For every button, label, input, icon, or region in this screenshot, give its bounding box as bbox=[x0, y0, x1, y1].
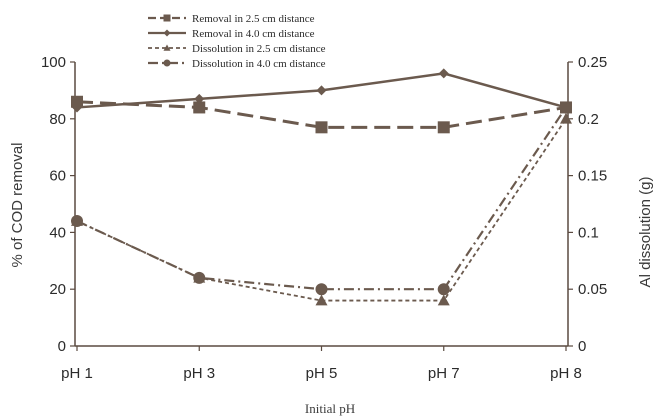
data-point bbox=[194, 93, 205, 104]
y-right-tick-label: 0.25 bbox=[578, 54, 607, 71]
x-tick-label: pH 5 bbox=[306, 365, 338, 382]
y-right-tick-label: 0.05 bbox=[578, 281, 607, 298]
series-line bbox=[76, 118, 567, 302]
legend-label: Dissolution in 4.0 cm distance bbox=[192, 58, 326, 70]
data-point bbox=[315, 283, 328, 296]
x-tick-label: pH 3 bbox=[183, 365, 215, 382]
y-axis-left-title: % of COD removal bbox=[9, 142, 26, 267]
legend-marker bbox=[163, 29, 171, 37]
series-line bbox=[76, 100, 567, 129]
legend-marker bbox=[163, 44, 171, 51]
x-tick-label: pH 1 bbox=[61, 365, 93, 382]
series-line bbox=[76, 106, 567, 291]
y-right-tick-label: 0.15 bbox=[578, 168, 607, 185]
legend-marker bbox=[163, 14, 171, 22]
legend-label: Dissolution in 2.5 cm distance bbox=[192, 43, 326, 55]
data-point bbox=[315, 121, 328, 134]
data-point bbox=[315, 294, 328, 306]
x-tick-label: pH 8 bbox=[550, 365, 582, 382]
y-left-tick-label: 80 bbox=[49, 111, 66, 128]
data-point bbox=[316, 85, 327, 96]
y-right-tick-label: 0.1 bbox=[578, 224, 599, 241]
data-point bbox=[71, 95, 83, 108]
x-axis-title: Initial pH bbox=[305, 401, 355, 416]
axis-titles: % of COD removal Al dissolution (g) Init… bbox=[9, 142, 654, 416]
data-point bbox=[72, 102, 82, 113]
data-point bbox=[560, 101, 572, 114]
data-point bbox=[437, 283, 450, 296]
legend: Removal in 2.5 cm distance Removal in 4.0… bbox=[148, 13, 326, 70]
data-point bbox=[437, 294, 450, 306]
data-point bbox=[437, 121, 450, 134]
series-2 bbox=[72, 68, 571, 113]
y-right-tick-label: 0.2 bbox=[578, 111, 599, 128]
data-point bbox=[560, 112, 572, 124]
axes: 0 20 40 60 80 100 0 0.05 0.1 0.15 0.2 0.25 pH 1 pH 3 p… bbox=[41, 54, 607, 382]
y-left-tick-label: 100 bbox=[41, 54, 66, 71]
y-right-tick-label: 0 bbox=[578, 338, 586, 355]
y-left-tick-label: 20 bbox=[49, 281, 66, 298]
data-point bbox=[71, 215, 83, 228]
x-tick-label: pH 7 bbox=[428, 365, 460, 382]
y-axis-right-title: Al dissolution (g) bbox=[637, 177, 654, 288]
y-left-tick-label: 40 bbox=[49, 224, 66, 241]
data-point bbox=[193, 271, 206, 284]
legend-label: Removal in 2.5 cm distance bbox=[192, 13, 315, 25]
legend-marker bbox=[163, 59, 171, 67]
y-left-tick-label: 0 bbox=[58, 338, 66, 355]
data-point bbox=[193, 101, 206, 114]
y-left-tick-label: 60 bbox=[49, 168, 66, 185]
series-4 bbox=[71, 101, 572, 296]
data-point bbox=[438, 68, 449, 79]
legend-label: Removal in 4.0 cm distance bbox=[192, 28, 315, 40]
series-layer bbox=[71, 68, 572, 306]
